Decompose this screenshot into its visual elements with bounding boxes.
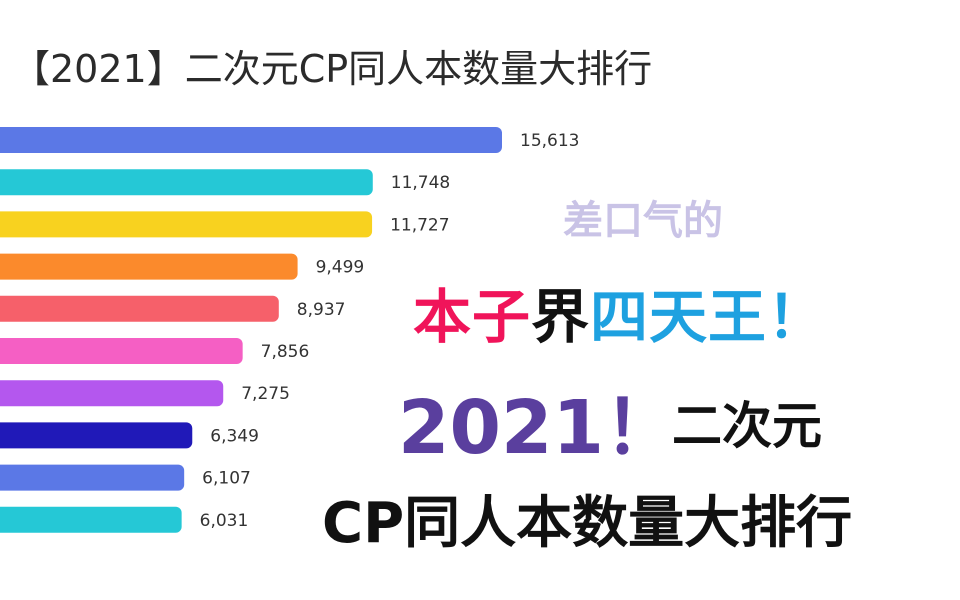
bar-value-label-9: 6,107 xyxy=(202,469,251,489)
bar-9 xyxy=(0,464,185,491)
overlay-text-blue: 四天王！ xyxy=(590,283,827,351)
bar-3 xyxy=(0,211,373,238)
overlay-caption-line3: 二次元 xyxy=(672,397,822,455)
bar-value-label-7: 7,275 xyxy=(241,384,290,404)
overlay-text-pink: 本子 xyxy=(413,283,532,351)
bar-value-label-8: 6,349 xyxy=(210,426,259,446)
overlay-caption-line2: 本子界四天王！ xyxy=(413,270,826,354)
bar-6 xyxy=(0,338,243,364)
bar-1 xyxy=(0,127,502,153)
bar-8 xyxy=(0,422,193,449)
bar-10 xyxy=(0,506,182,533)
bar-7 xyxy=(0,380,224,407)
bar-4 xyxy=(0,253,298,280)
bar-value-label-4: 9,499 xyxy=(316,258,365,278)
bar-value-label-3: 11,727 xyxy=(390,215,449,235)
overlay-caption-line4: CP同人本数量大排行 xyxy=(322,491,853,556)
overlay-caption-line1: 差口气的 xyxy=(563,198,723,244)
bar-value-label-10: 6,031 xyxy=(200,511,249,531)
bar-value-label-1: 15,613 xyxy=(520,131,579,151)
bar-value-label-2: 11,748 xyxy=(391,173,450,193)
overlay-year: 2021！ xyxy=(398,385,678,471)
overlay-text-black: 界 xyxy=(531,283,591,351)
bar-value-label-5: 8,937 xyxy=(297,300,346,320)
bar-5 xyxy=(0,295,279,322)
chart-title: 【2021】二次元CP同人本数量大排行 xyxy=(12,47,653,91)
bar-value-label-6: 7,856 xyxy=(261,342,310,362)
bar-2 xyxy=(0,169,373,196)
